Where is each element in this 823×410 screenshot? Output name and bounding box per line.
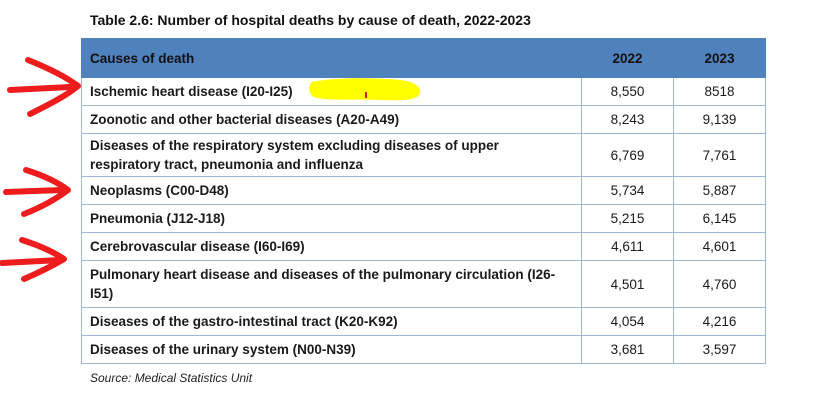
header-cause: Causes of death — [81, 38, 582, 78]
table-row: Ischemic heart disease (I20-I25) 8,550 8… — [81, 77, 766, 106]
value-2023-cell: 6,145 — [673, 204, 766, 233]
value-2022-cell: 4,501 — [581, 260, 674, 308]
value-2023-cell: 4,216 — [673, 307, 766, 336]
cause-cell: Diseases of the respiratory system exclu… — [81, 133, 582, 177]
table-caption: Table 2.6: Number of hospital deaths by … — [90, 12, 531, 28]
red-arrow-icon — [3, 167, 71, 217]
table-row: Diseases of the urinary system (N00-N39)… — [81, 335, 766, 364]
red-arrow-icon — [7, 57, 81, 117]
value-2022-cell: 8,243 — [581, 105, 674, 134]
hospital-deaths-table: Causes of death 2022 2023 Ischemic heart… — [81, 38, 766, 364]
table-row: Neoplasms (C00-D48) 5,734 5,887 — [81, 176, 766, 205]
table-row: Zoonotic and other bacterial diseases (A… — [81, 105, 766, 134]
cause-cell: Cerebrovascular disease (I60-I69) — [81, 232, 582, 261]
cause-cell: Pulmonary heart disease and diseases of … — [81, 260, 582, 308]
value-2023-cell: 5,887 — [673, 176, 766, 205]
table-row: Diseases of the respiratory system exclu… — [81, 133, 766, 177]
value-2022-cell: 6,769 — [581, 133, 674, 177]
value-2022-cell: 5,215 — [581, 204, 674, 233]
table-row: Pneumonia (J12-J18) 5,215 6,145 — [81, 204, 766, 233]
cause-cell: Neoplasms (C00-D48) — [81, 176, 582, 205]
cause-cell: Pneumonia (J12-J18) — [81, 204, 582, 233]
value-2022-cell: 3,681 — [581, 335, 674, 364]
cause-cell: Diseases of the gastro-intestinal tract … — [81, 307, 582, 336]
table-row: Pulmonary heart disease and diseases of … — [81, 260, 766, 308]
value-2022-cell: 5,734 — [581, 176, 674, 205]
table-row: Cerebrovascular disease (I60-I69) 4,611 … — [81, 232, 766, 261]
table-header-row: Causes of death 2022 2023 — [81, 38, 766, 78]
header-2023: 2023 — [673, 38, 766, 78]
value-2023-cell: 8518 — [673, 77, 766, 106]
value-2022-cell: 4,611 — [581, 232, 674, 261]
red-arrow-icon — [0, 237, 67, 282]
value-2022-cell: 8,550 — [581, 77, 674, 106]
table-row: Diseases of the gastro-intestinal tract … — [81, 307, 766, 336]
table-source-note: Source: Medical Statistics Unit — [90, 371, 253, 385]
value-2023-cell: 4,601 — [673, 232, 766, 261]
cause-cell: Ischemic heart disease (I20-I25) — [81, 77, 582, 106]
value-2022-cell: 4,054 — [581, 307, 674, 336]
value-2023-cell: 9,139 — [673, 105, 766, 134]
value-2023-cell: 4,760 — [673, 260, 766, 308]
value-2023-cell: 7,761 — [673, 133, 766, 177]
value-2023-cell: 3,597 — [673, 335, 766, 364]
header-2022: 2022 — [581, 38, 674, 78]
cause-cell: Zoonotic and other bacterial diseases (A… — [81, 105, 582, 134]
cause-cell: Diseases of the urinary system (N00-N39) — [81, 335, 582, 364]
